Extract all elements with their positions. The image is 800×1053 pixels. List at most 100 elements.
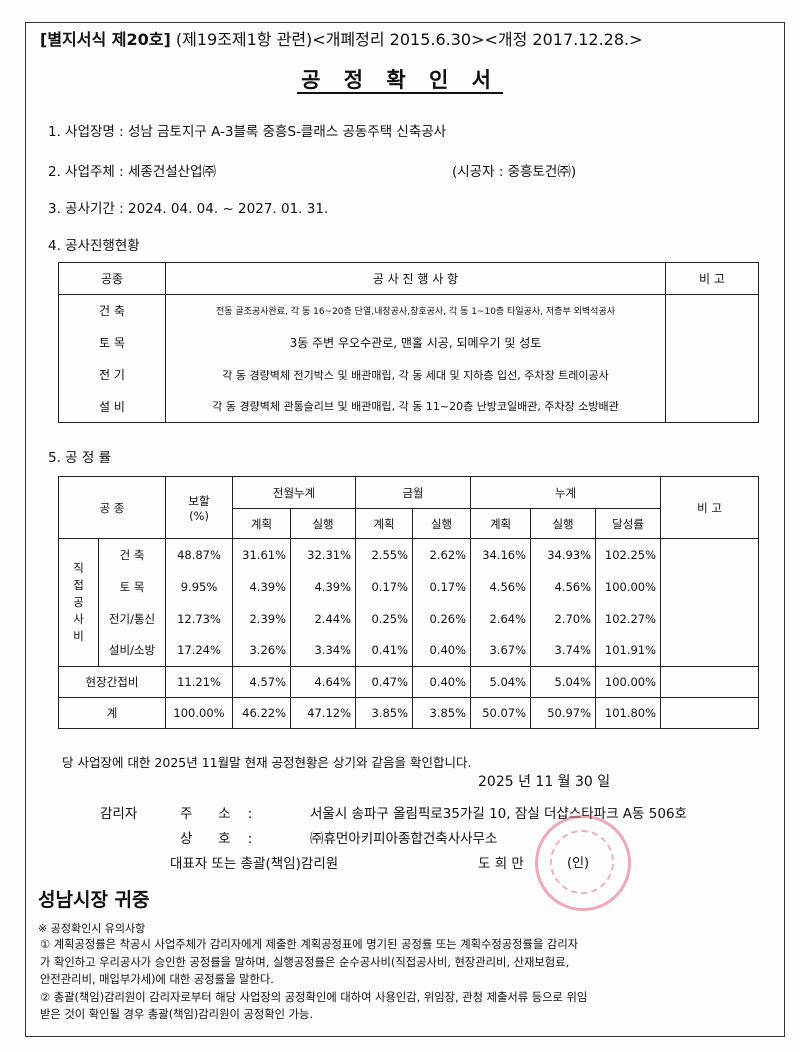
note-cell — [665, 358, 759, 391]
representative-name: 도 희 만 — [478, 856, 524, 872]
table-row: 토 목 3동 주변 우오수관로, 맨홀 시공, 되메우기 및 성토 — [58, 326, 759, 359]
value-cell: 0.40% — [412, 634, 472, 667]
trade-cell: 설 비 — [58, 390, 166, 423]
value-cell: 32.31% — [290, 538, 357, 571]
value-cell: 3.67% — [470, 634, 532, 667]
representative-label: 대표자 또는 총괄(책임)감리원 — [170, 856, 339, 872]
value-cell: 0.17% — [355, 570, 414, 603]
note-cell — [660, 697, 760, 729]
value-cell: 50.97% — [530, 697, 597, 729]
note-cell — [660, 538, 760, 571]
value-cell: 9.95% — [165, 570, 234, 603]
header-actual: 실행 — [412, 508, 472, 539]
value-cell: 0.47% — [355, 666, 414, 698]
value-cell: 34.16% — [470, 538, 532, 571]
company-label: 상 호 : — [180, 831, 253, 847]
trade-cell: 전기/통신 — [97, 602, 167, 635]
contractor: (시공자 : 중흥토건㈜) — [452, 164, 577, 180]
supervisor-label: 감리자 — [100, 806, 138, 822]
value-cell: 2.62% — [412, 538, 472, 571]
value-cell: 0.40% — [412, 666, 472, 698]
table-row-indirect: 현장간접비 11.21% 4.57% 4.64% 0.47% 0.40% 5.04% 5.04… — [57, 666, 760, 698]
trade-cell: 전 기 — [58, 358, 166, 391]
detail-cell: 전동 골조공사완료, 각 동 16~20층 단열,내장공사,창호공사, 각 동 … — [165, 294, 666, 327]
note-line: 안전관리비, 매입부가세)에 대한 공정률을 말한다. — [40, 973, 274, 986]
section4-title: 4. 공사진행현황 — [48, 238, 140, 254]
value-cell: 100.00% — [595, 666, 662, 698]
value-cell: 2.70% — [530, 602, 597, 635]
header-actual: 실행 — [530, 508, 597, 539]
note-cell — [665, 390, 759, 423]
trade-cell: 계 — [57, 697, 167, 729]
official-seal-stamp — [535, 815, 631, 911]
header-rate: 달성률 — [595, 508, 662, 539]
trade-cell: 토 목 — [58, 326, 166, 359]
value-cell: 0.25% — [355, 602, 414, 635]
header-note: 비 고 — [660, 476, 760, 539]
header-plan: 계획 — [232, 508, 292, 539]
note-cell — [660, 570, 760, 603]
value-cell: 0.41% — [355, 634, 414, 667]
trade-cell: 건 축 — [58, 294, 166, 327]
value-cell: 4.56% — [530, 570, 597, 603]
value-cell: 2.44% — [290, 602, 357, 635]
header-cell: 공종 — [58, 262, 166, 295]
project-owner: 2. 사업주체 : 세종건설산업㈜ — [48, 164, 217, 180]
header-cum: 누계 — [470, 476, 662, 509]
document-border — [25, 22, 785, 1037]
progress-rate-table: 공 종 보할 (%) 전월누계 금월 누계 비 고 계획 실행 계획 실행 계획… — [57, 476, 760, 729]
value-cell: 11.21% — [165, 666, 234, 698]
value-cell: 47.12% — [290, 697, 357, 729]
note-cell — [660, 602, 760, 635]
header-plan: 계획 — [355, 508, 414, 539]
value-cell: 4.39% — [232, 570, 292, 603]
trade-cell: 토 목 — [97, 570, 167, 603]
trade-cell: 설비/소방 — [97, 634, 167, 667]
header-cell: 공 사 진 행 사 항 — [165, 262, 666, 295]
value-cell: 100.00% — [595, 570, 662, 603]
header-weight: 보할 (%) — [165, 476, 234, 539]
value-cell: 4.57% — [232, 666, 292, 698]
table-row-total: 계 100.00% 46.22% 47.12% 3.85% 3.85% 50.07% 50.9… — [57, 697, 760, 729]
value-cell: 102.27% — [595, 602, 662, 635]
value-cell: 46.22% — [232, 697, 292, 729]
value-cell: 4.39% — [290, 570, 357, 603]
value-cell: 100.00% — [165, 697, 234, 729]
header-actual: 실행 — [290, 508, 357, 539]
value-cell: 17.24% — [165, 634, 234, 667]
company-name: ㈜휴먼아키피아종합건축사사무소 — [310, 831, 498, 847]
detail-cell: 각 동 경량벽체 관통슬리브 및 배관매립, 각 동 11~20층 난방코일배관… — [165, 390, 666, 423]
direct-cost-group-label: 직 접 공 사 비 — [58, 538, 99, 667]
note-cell — [665, 326, 759, 359]
value-cell: 4.56% — [470, 570, 532, 603]
construction-period: 3. 공사기간 : 2024. 04. 04. ~ 2027. 01. 31. — [48, 201, 329, 217]
value-cell: 101.91% — [595, 634, 662, 667]
value-cell: 5.04% — [470, 666, 532, 698]
recipient: 성남시장 귀중 — [38, 889, 150, 911]
value-cell: 5.04% — [530, 666, 597, 698]
value-cell: 101.80% — [595, 697, 662, 729]
note-line: 받은 것이 확인될 경우 총괄(책임)감리원이 공정확인 가능. — [40, 1008, 313, 1021]
note-line: ② 총괄(책임)감리원이 감리자로부터 해당 사업장의 공정확인에 대하여 사용… — [40, 990, 588, 1004]
header-row: 공 종 보할 (%) 전월누계 금월 누계 비 고 — [57, 476, 760, 539]
value-cell: 2.39% — [232, 602, 292, 635]
trade-cell: 현장간접비 — [57, 666, 167, 698]
value-cell: 102.25% — [595, 538, 662, 571]
value-cell: 4.64% — [290, 666, 357, 698]
project-name: 1. 사업장명 : 성남 금토지구 A-3블록 중흥S-클래스 공동주택 신축공… — [48, 124, 447, 140]
table-header-row: 공종 공 사 진 행 사 항 비 고 — [58, 262, 759, 295]
section5-title: 5. 공 정 률 — [48, 450, 112, 466]
table-row: 설비/소방 17.24% 3.26% 3.34% 0.41% 0.40% 3.67% 3.74… — [59, 634, 760, 667]
header-month: 금월 — [355, 476, 472, 509]
address: 서울시 송파구 올림픽로35가길 10, 잠실 더샵스타파크 A동 506호 — [310, 806, 687, 822]
notes-title: ※ 공정확인시 유의사항 — [38, 922, 146, 935]
header-cell: 비 고 — [665, 262, 759, 295]
form-header: [별지서식 제20호] (제19조제1항 관련)<개폐정리 2015.6.30>… — [40, 30, 643, 49]
note-line: ① 계획공정률은 착공시 사업주체가 감리자에게 제출한 계획공정표에 명기된 … — [40, 938, 579, 951]
note-cell — [665, 294, 759, 327]
value-cell: 3.34% — [290, 634, 357, 667]
header-plan: 계획 — [470, 508, 532, 539]
